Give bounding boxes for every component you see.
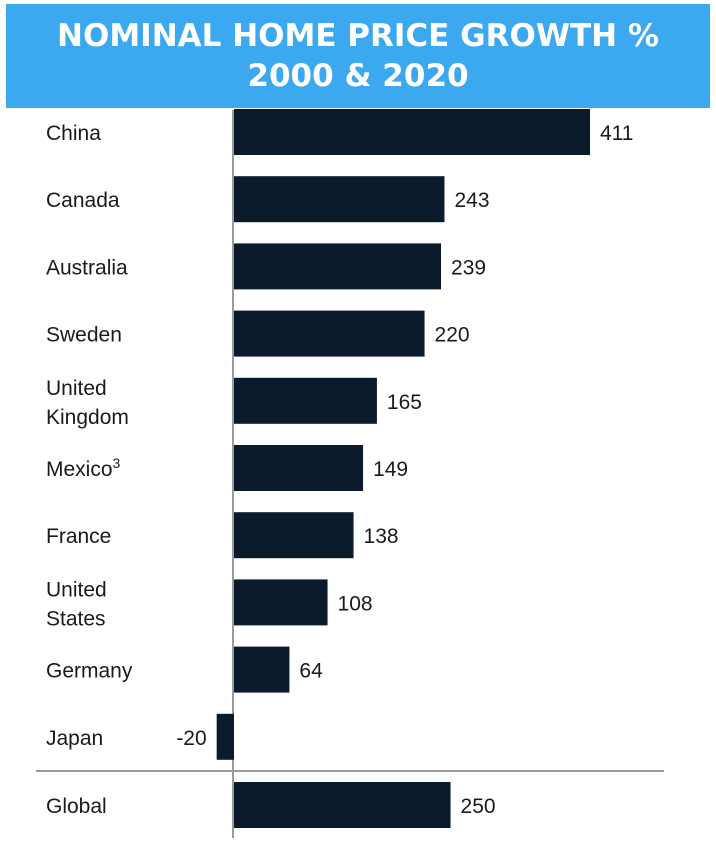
chart-subtitle: 2000 & 2020	[247, 58, 469, 94]
value-label-global: 250	[461, 795, 496, 818]
category-label-sweden: Sweden	[46, 324, 122, 347]
bar-australia	[234, 243, 442, 290]
footnote-marker: 3	[113, 455, 121, 471]
bar-canada	[234, 176, 445, 223]
bar-china	[234, 109, 590, 155]
value-label-japan: -20	[176, 727, 206, 750]
category-label-line: United	[46, 578, 107, 601]
category-label-japan: Japan	[46, 727, 103, 750]
bar-france	[234, 512, 354, 559]
value-label-france: 138	[364, 525, 399, 548]
value-label-australia: 239	[451, 256, 486, 279]
value-label-sweden: 220	[435, 324, 470, 347]
category-label-united-states: United States	[46, 578, 107, 630]
category-label-china: China	[46, 122, 101, 145]
category-label-global: Global	[46, 795, 107, 818]
bar-mexico	[234, 445, 364, 491]
category-label-united-kingdom: United Kingdom	[46, 377, 129, 429]
category-label-canada: Canada	[46, 189, 120, 212]
bar-united-states	[234, 579, 328, 626]
value-label-united-kingdom: 165	[387, 391, 422, 414]
category-label-australia: Australia	[46, 256, 128, 279]
chart-title: NOMINAL HOME PRICE GROWTH %	[57, 18, 659, 54]
value-label-united-states: 108	[338, 592, 373, 615]
value-label-germany: 64	[299, 660, 323, 683]
category-label-mexico: Mexico3	[46, 455, 121, 481]
bar-germany	[234, 646, 290, 693]
category-label-line: States	[46, 607, 106, 630]
bar-united-kingdom	[234, 377, 377, 424]
bar-global	[234, 782, 451, 828]
category-label-line: Kingdom	[46, 406, 129, 429]
chart-header: NOMINAL HOME PRICE GROWTH % 2000 & 2020	[6, 4, 710, 108]
value-label-mexico: 149	[373, 458, 408, 481]
category-label-france: France	[46, 525, 111, 548]
value-label-canada: 243	[454, 189, 489, 212]
bar-japan	[216, 713, 234, 760]
category-label-line: United	[46, 377, 107, 400]
bar-sweden	[234, 310, 425, 357]
category-label-germany: Germany	[46, 660, 133, 683]
value-label-china: 411	[600, 122, 633, 145]
